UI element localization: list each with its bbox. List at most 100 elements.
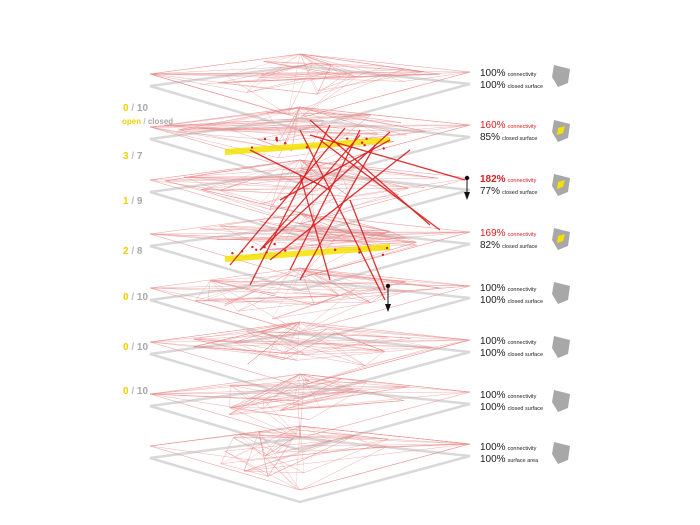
mesh-edge-0 bbox=[299, 53, 404, 82]
ratio-floor-2: 3 / 7 bbox=[123, 151, 143, 162]
mesh-edge-5 bbox=[268, 337, 277, 356]
mesh-edge-2 bbox=[299, 159, 319, 177]
mesh-edge-4 bbox=[291, 269, 406, 283]
hub-edge-1 bbox=[230, 106, 301, 130]
floor-shape-icon bbox=[552, 336, 570, 358]
mesh-edge-2 bbox=[318, 175, 350, 197]
mesh-edge-7 bbox=[267, 435, 356, 477]
mesh-edge-0 bbox=[261, 71, 425, 76]
mesh-edge-0 bbox=[403, 71, 471, 82]
mesh-edge-7 bbox=[258, 431, 269, 477]
node-dot bbox=[250, 146, 254, 149]
node-dot bbox=[275, 138, 278, 141]
mesh-edge-3 bbox=[297, 222, 386, 234]
mesh-edge-5 bbox=[268, 355, 297, 361]
hub-edge-3 bbox=[299, 213, 337, 238]
node-dot bbox=[231, 252, 234, 255]
hub-edge-7 bbox=[234, 425, 301, 457]
mesh-edge-5 bbox=[149, 331, 261, 343]
hub-edge-3 bbox=[259, 213, 301, 222]
mesh-edge-4 bbox=[195, 295, 340, 302]
hub-edge-4 bbox=[299, 267, 357, 287]
mesh-edge-4 bbox=[210, 280, 301, 333]
hub-edge-0 bbox=[299, 53, 353, 73]
mesh-edge-0 bbox=[317, 71, 425, 91]
mesh-edge-5 bbox=[260, 331, 389, 338]
mesh-edge-4 bbox=[225, 291, 256, 304]
hub-edge-6 bbox=[251, 373, 301, 399]
ratio-floor-1: 0 / 10 bbox=[123, 103, 149, 114]
node-dot bbox=[255, 248, 258, 251]
hub-edge-6 bbox=[299, 373, 410, 388]
mesh-edge-2 bbox=[149, 159, 301, 181]
mesh-edge-6 bbox=[149, 379, 304, 395]
mesh-edge-4 bbox=[338, 294, 371, 303]
mesh-edge-3 bbox=[299, 231, 471, 279]
node-dot bbox=[363, 144, 366, 147]
node-dot bbox=[273, 242, 276, 246]
hub-edge-1 bbox=[299, 106, 402, 123]
mesh-edge-5 bbox=[305, 351, 385, 355]
mesh-edge-4 bbox=[149, 287, 226, 304]
mesh-edge-7 bbox=[220, 447, 373, 464]
hub-edge-7 bbox=[267, 425, 301, 477]
mesh-edge-5 bbox=[260, 331, 366, 366]
mesh-edge-7 bbox=[276, 443, 469, 453]
strong-link-13 bbox=[269, 149, 411, 261]
mesh-edge-2 bbox=[269, 188, 409, 210]
hub-edge-4 bbox=[299, 267, 442, 289]
mesh-edge-5 bbox=[365, 339, 471, 366]
hub-edge-0 bbox=[263, 53, 301, 62]
mesh-edge-1 bbox=[298, 108, 402, 123]
stats-floor-4: 100% connectivity 100% closed surface bbox=[480, 283, 544, 306]
mesh-edge-1 bbox=[149, 126, 177, 133]
mesh-edge-5 bbox=[233, 328, 328, 343]
mesh-edge-4 bbox=[406, 285, 471, 292]
floor-plate-3 bbox=[149, 224, 471, 292]
mesh-edge-5 bbox=[193, 321, 301, 347]
mesh-edge-5 bbox=[149, 339, 471, 343]
mesh-edge-4 bbox=[195, 280, 211, 302]
mesh-edge-4 bbox=[272, 302, 371, 320]
mesh-edge-6 bbox=[229, 389, 354, 409]
hub-edge-1 bbox=[279, 106, 301, 141]
mesh-edge-5 bbox=[149, 321, 301, 343]
pin-icon bbox=[385, 304, 391, 312]
node-dot bbox=[381, 253, 385, 256]
mesh-edge-1 bbox=[164, 125, 378, 135]
node-dot bbox=[251, 245, 254, 249]
mesh-edge-7 bbox=[243, 431, 260, 472]
node-dot bbox=[365, 137, 368, 141]
mesh-edge-3 bbox=[268, 242, 417, 250]
mesh-edge-7 bbox=[258, 431, 469, 445]
hub-edge-7 bbox=[295, 425, 301, 489]
mesh-edge-5 bbox=[268, 355, 284, 361]
floor-plate-4 bbox=[149, 278, 471, 346]
node-dot bbox=[358, 251, 361, 254]
strong-link-3 bbox=[299, 129, 386, 301]
hub-edge-2 bbox=[258, 159, 301, 178]
hub-edge-3 bbox=[219, 213, 301, 227]
mesh-edge-7 bbox=[149, 428, 288, 447]
hub-edge-6 bbox=[230, 373, 301, 386]
hub-edge-5 bbox=[268, 321, 301, 356]
stats-floor-7: 100% connectivity 100% surface area bbox=[480, 442, 539, 465]
floor-plate-5 bbox=[149, 332, 471, 400]
mesh-edge-7 bbox=[264, 428, 288, 457]
mesh-edge-0 bbox=[317, 65, 385, 91]
hub-edge-0 bbox=[287, 53, 301, 115]
mesh-edge-2 bbox=[201, 189, 314, 217]
strong-link-5 bbox=[319, 139, 441, 231]
mesh-edge-5 bbox=[292, 323, 471, 341]
mesh-edge-2 bbox=[164, 180, 270, 210]
mesh-edge-1 bbox=[149, 126, 285, 150]
node-dot bbox=[382, 147, 385, 150]
hub-edge-5 bbox=[296, 321, 301, 361]
mesh-edge-5 bbox=[149, 341, 194, 347]
mesh-edge-2 bbox=[184, 176, 356, 182]
mesh-edge-4 bbox=[210, 280, 339, 296]
hub-edge-6 bbox=[297, 373, 301, 401]
hub-edge-4 bbox=[299, 267, 340, 296]
mesh-edge-4 bbox=[314, 281, 406, 306]
